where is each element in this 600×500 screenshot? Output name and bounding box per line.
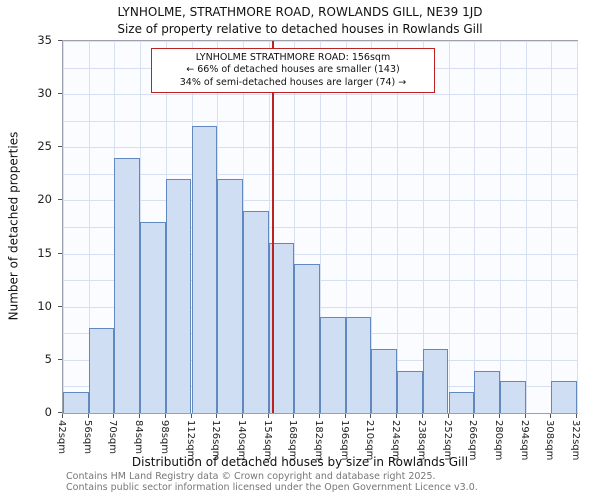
x-tick-mark: [319, 414, 320, 418]
x-tick-mark: [293, 414, 295, 418]
x-tick-label: 98sqm: [158, 420, 170, 455]
histogram-bar: [294, 264, 320, 413]
x-tick-mark: [550, 414, 552, 418]
histogram-bar: [397, 370, 423, 413]
histogram-bar: [217, 179, 243, 413]
v-gridline: [499, 41, 501, 413]
y-tick-mark: [58, 93, 62, 95]
footer-attribution-line2: Contains public sector information licen…: [66, 482, 478, 493]
x-tick-mark: [190, 414, 192, 418]
y-tick-label: 5: [44, 351, 52, 366]
y-tick-mark: [58, 146, 62, 148]
v-gridline: [448, 41, 450, 413]
x-tick-mark: [498, 414, 500, 418]
plot-area: LYNHOLME STRATHMORE ROAD: 156sqm ← 66% o…: [62, 40, 578, 414]
x-tick-label: 56sqm: [81, 420, 93, 455]
v-gridline: [551, 41, 553, 413]
v-gridline: [345, 41, 347, 413]
x-tick-mark: [267, 414, 269, 418]
y-tick-label: 20: [37, 192, 52, 207]
x-tick-mark: [139, 414, 141, 418]
histogram-bar: [63, 391, 89, 413]
y-tick-label: 35: [37, 33, 52, 47]
x-tick-label: 42sqm: [56, 420, 67, 455]
v-gridline: [320, 41, 321, 413]
histogram-bar: [140, 221, 166, 413]
histogram-bar: [114, 157, 141, 413]
v-gridline: [422, 41, 424, 413]
annotation-line-3: 34% of semi-detached houses are larger (…: [179, 76, 407, 88]
x-tick-mark: [524, 414, 526, 418]
v-gridline: [294, 41, 296, 413]
histogram-bar: [88, 327, 115, 413]
annotation-box: LYNHOLME STRATHMORE ROAD: 156sqm ← 66% o…: [151, 48, 435, 94]
x-tick-mark: [216, 414, 218, 418]
histogram-bar: [474, 370, 500, 413]
y-tick-label: 30: [37, 86, 52, 101]
annotation-line-1: LYNHOLME STRATHMORE ROAD: 156sqm: [195, 52, 391, 63]
x-tick-label: 70sqm: [107, 420, 119, 455]
y-axis-ticks: 0 5 10 15 20 25 30 35: [0, 33, 62, 419]
x-tick-mark: [447, 414, 449, 418]
x-axis-label: Distribution of detached houses by size …: [131, 455, 469, 469]
histogram-bar: [242, 211, 269, 413]
y-tick-mark: [58, 40, 62, 41]
chart-title: LYNHOLME, STRATHMORE ROAD, ROWLANDS GILL…: [117, 5, 483, 19]
y-tick-label: 0: [44, 405, 52, 419]
chart-subtitle: Size of property relative to detached ho…: [117, 22, 483, 36]
histogram-bar: [165, 179, 192, 413]
v-gridline: [371, 41, 373, 413]
x-tick-mark: [62, 414, 63, 418]
y-tick-mark: [58, 305, 62, 307]
y-tick-label: 15: [37, 245, 52, 260]
v-gridline: [577, 41, 578, 413]
x-tick-mark: [344, 414, 346, 418]
x-tick-mark: [576, 414, 577, 418]
x-axis-ticks: 42sqm 56sqm 70sqm 84sqm 98sqm 112sqm 126sqm 140…: [56, 414, 581, 462]
histogram-bar: [320, 317, 346, 413]
x-tick-mark: [113, 414, 115, 418]
x-tick-mark: [241, 414, 243, 418]
v-gridline: [63, 41, 64, 413]
x-tick-mark: [164, 414, 166, 418]
y-tick-mark: [58, 412, 62, 413]
annotation-line-2: ← 66% of detached houses are smaller (14…: [186, 64, 400, 76]
v-gridline: [525, 41, 527, 413]
histogram-bar: [371, 349, 398, 413]
y-tick-mark: [58, 199, 62, 201]
y-tick-label: 10: [37, 298, 52, 313]
v-gridline: [88, 41, 90, 413]
y-tick-mark: [58, 358, 62, 360]
x-tick-mark: [87, 414, 89, 418]
histogram-bar: [345, 317, 372, 413]
y-tick-label: 25: [37, 139, 52, 154]
v-gridline: [474, 41, 476, 413]
marker-line: [272, 41, 274, 413]
histogram-bar: [191, 126, 218, 413]
x-tick-mark: [396, 414, 398, 418]
histogram-bar: [499, 381, 526, 413]
x-tick-mark: [473, 414, 475, 418]
v-gridline: [397, 41, 399, 413]
histogram-bar: [448, 391, 475, 413]
histogram-bar: [551, 381, 577, 413]
x-tick-mark: [370, 414, 372, 418]
x-tick-label: 84sqm: [133, 420, 145, 455]
footer-attribution-line1: Contains HM Land Registry data © Crown c…: [66, 471, 436, 482]
y-tick-mark: [58, 252, 62, 254]
x-tick-mark: [421, 414, 423, 418]
histogram-bar: [422, 349, 449, 413]
v-gridline: [268, 41, 270, 413]
